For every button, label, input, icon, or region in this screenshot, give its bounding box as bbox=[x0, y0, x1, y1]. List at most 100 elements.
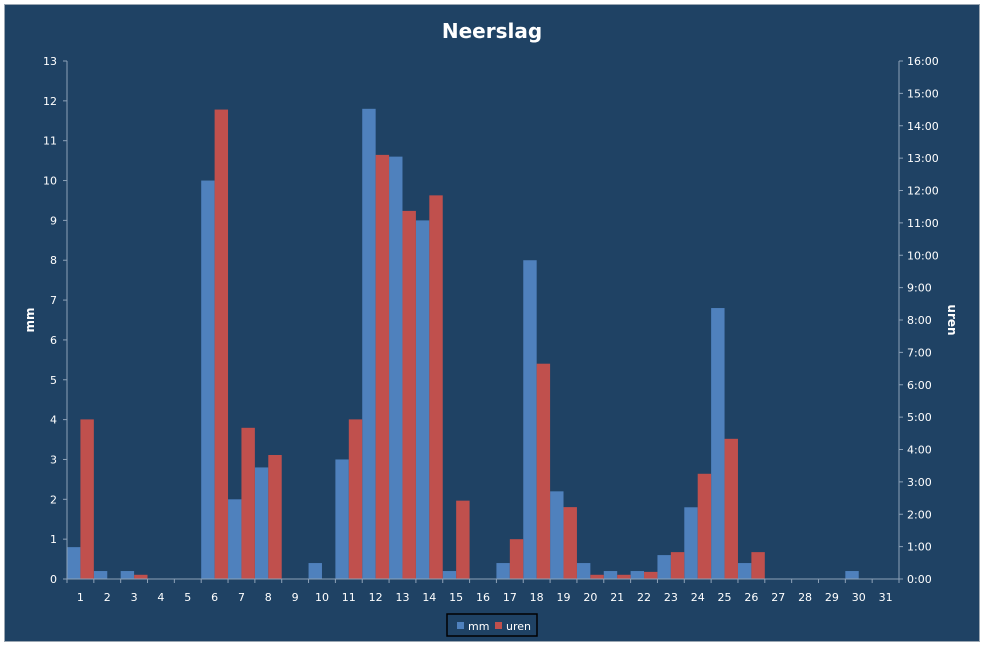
legend-swatch-uren bbox=[495, 622, 502, 629]
y2-tick-label: 1:00 bbox=[907, 541, 932, 554]
y2-tick-label: 10:00 bbox=[907, 249, 939, 262]
y-tick-label: 4 bbox=[50, 414, 57, 427]
y2-tick-label: 7:00 bbox=[907, 346, 932, 359]
x-tick-label: 7 bbox=[238, 591, 245, 604]
x-tick-label: 4 bbox=[157, 591, 164, 604]
bar-mm bbox=[362, 108, 376, 580]
y-tick-label: 11 bbox=[43, 135, 57, 148]
bar-uren bbox=[697, 473, 712, 579]
bar-mm bbox=[415, 220, 430, 579]
x-tick-label: 8 bbox=[265, 591, 272, 604]
bar-uren bbox=[268, 455, 282, 579]
bar-mm bbox=[684, 507, 698, 579]
bar-mm bbox=[254, 467, 269, 579]
bar-uren bbox=[724, 438, 738, 579]
x-tick-label: 3 bbox=[131, 591, 138, 604]
y2-tick-label: 16:00 bbox=[907, 55, 939, 68]
x-tick-label: 31 bbox=[879, 591, 893, 604]
y2-tick-label: 0:00 bbox=[907, 573, 932, 586]
x-tick-label: 12 bbox=[369, 591, 383, 604]
bar-uren bbox=[402, 210, 416, 580]
bar-uren bbox=[134, 574, 148, 579]
chart-area bbox=[4, 4, 980, 642]
y-tick-label: 5 bbox=[50, 374, 57, 387]
y2-tick-label: 14:00 bbox=[907, 120, 939, 133]
bar-uren bbox=[644, 571, 658, 579]
x-tick-label: 17 bbox=[503, 591, 517, 604]
bar-mm bbox=[389, 156, 403, 579]
x-tick-label: 6 bbox=[211, 591, 218, 604]
x-tick-label: 19 bbox=[557, 591, 571, 604]
y2-tick-label: 2:00 bbox=[907, 508, 932, 521]
y2-tick-label: 12:00 bbox=[907, 185, 939, 198]
y-tick-label: 1 bbox=[50, 533, 57, 546]
bar-mm bbox=[442, 571, 457, 579]
y2-tick-label: 6:00 bbox=[907, 379, 932, 392]
bar-uren bbox=[456, 500, 470, 579]
bar-uren bbox=[751, 552, 765, 579]
bar-uren bbox=[509, 539, 524, 579]
bar-mm bbox=[228, 499, 242, 579]
x-tick-label: 25 bbox=[718, 591, 732, 604]
y2-tick-label: 5:00 bbox=[907, 411, 932, 424]
y2-tick-label: 3:00 bbox=[907, 476, 932, 489]
bar-mm bbox=[711, 308, 725, 579]
bar-mm bbox=[93, 571, 108, 579]
y-tick-label: 8 bbox=[50, 254, 57, 267]
y2-tick-label: 15:00 bbox=[907, 87, 939, 100]
x-tick-label: 2 bbox=[104, 591, 111, 604]
y-axis-title: mm bbox=[23, 307, 37, 332]
y-tick-label: 10 bbox=[43, 175, 57, 188]
x-tick-label: 15 bbox=[449, 591, 463, 604]
x-tick-label: 13 bbox=[395, 591, 409, 604]
x-tick-label: 24 bbox=[691, 591, 705, 604]
x-tick-label: 14 bbox=[422, 591, 436, 604]
bar-uren bbox=[80, 419, 94, 579]
x-tick-label: 5 bbox=[184, 591, 191, 604]
bar-mm bbox=[201, 180, 215, 580]
y-tick-label: 7 bbox=[50, 294, 57, 307]
legend: mm uren bbox=[446, 613, 538, 637]
bar-uren bbox=[617, 574, 631, 579]
y2-tick-label: 11:00 bbox=[907, 217, 939, 230]
x-tick-label: 21 bbox=[610, 591, 624, 604]
x-tick-label: 22 bbox=[637, 591, 651, 604]
y-tick-label: 13 bbox=[43, 55, 57, 68]
legend-label-mm: mm bbox=[468, 620, 489, 633]
bar-uren bbox=[590, 574, 604, 579]
y-tick-label: 9 bbox=[50, 214, 57, 227]
x-tick-label: 9 bbox=[292, 591, 299, 604]
legend-swatch-mm bbox=[457, 622, 464, 629]
x-tick-label: 11 bbox=[342, 591, 356, 604]
bar-mm bbox=[550, 491, 564, 579]
x-tick-label: 27 bbox=[771, 591, 785, 604]
y-tick-label: 6 bbox=[50, 334, 57, 347]
y-tick-label: 0 bbox=[50, 573, 57, 586]
bar-uren bbox=[348, 419, 363, 579]
chart-title: Neerslag bbox=[442, 19, 542, 43]
y2-tick-label: 9:00 bbox=[907, 282, 932, 295]
bar-mm bbox=[523, 260, 537, 579]
bar-uren bbox=[214, 109, 229, 579]
y2-tick-label: 4:00 bbox=[907, 444, 932, 457]
bar-uren bbox=[536, 363, 551, 579]
bar-uren bbox=[429, 195, 443, 579]
y2-axis-title: uren bbox=[945, 304, 959, 335]
bar-mm bbox=[737, 563, 752, 579]
bar-mm bbox=[67, 547, 81, 579]
x-tick-label: 16 bbox=[476, 591, 490, 604]
x-tick-label: 18 bbox=[530, 591, 544, 604]
x-tick-label: 28 bbox=[798, 591, 812, 604]
bar-mm bbox=[496, 563, 510, 579]
y2-tick-label: 8:00 bbox=[907, 314, 932, 327]
bar-mm bbox=[308, 563, 322, 579]
x-tick-label: 23 bbox=[664, 591, 678, 604]
bar-mm bbox=[603, 571, 618, 579]
x-tick-label: 10 bbox=[315, 591, 329, 604]
plot-area: 0123456789101112130:001:002:003:004:005:… bbox=[43, 55, 939, 604]
bar-mm bbox=[335, 459, 349, 579]
bar-uren bbox=[670, 552, 685, 579]
legend-box bbox=[446, 613, 538, 637]
bar-uren bbox=[563, 507, 577, 579]
